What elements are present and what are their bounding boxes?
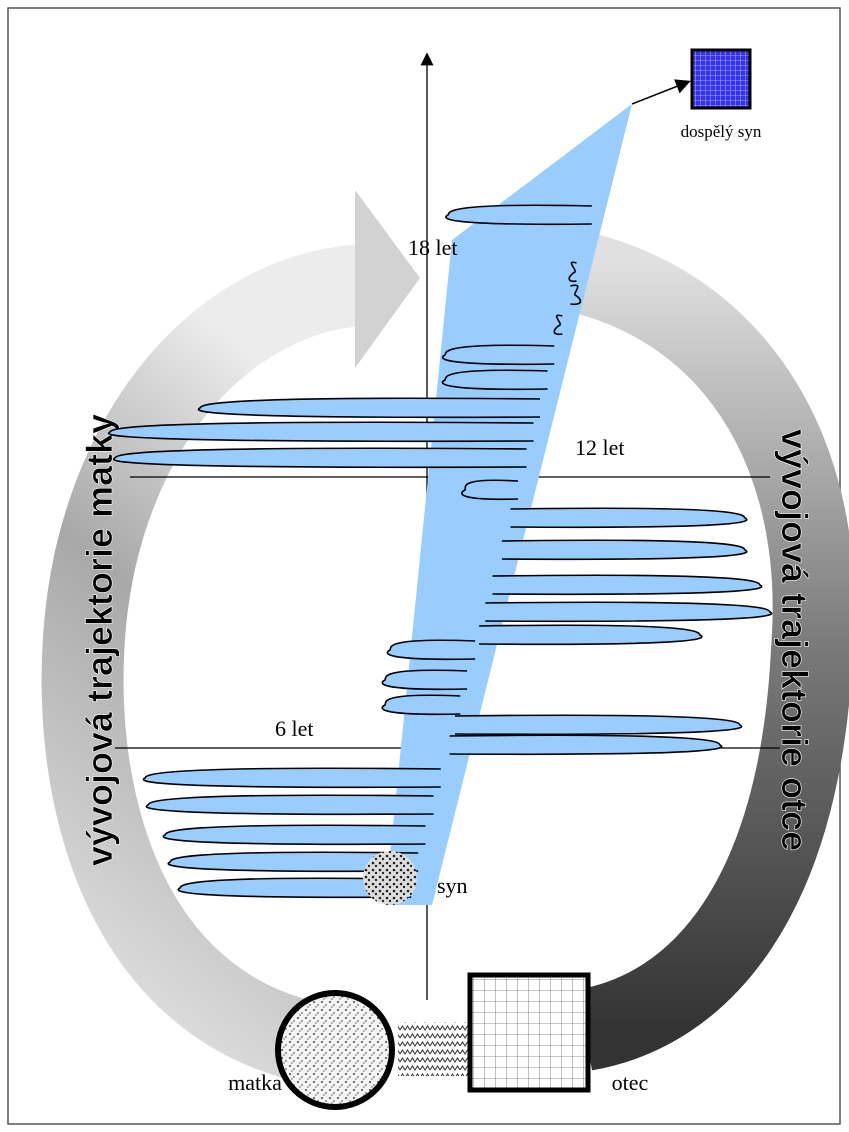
father-arrow	[476, 220, 849, 1071]
trajectory-lobe	[445, 204, 592, 226]
trajectory-lobe	[177, 877, 412, 899]
trajectory-lobe	[570, 284, 582, 306]
trajectory-lobe	[485, 601, 773, 623]
trajectory-lobe	[386, 639, 476, 661]
trajectory-lobe	[479, 624, 703, 646]
bond	[398, 1022, 474, 1076]
trajectory-lobe	[107, 421, 534, 443]
son-label: syn	[437, 873, 468, 898]
trajectory-lobe	[454, 714, 743, 736]
trajectory-lobe	[145, 794, 434, 816]
trajectory-lobe	[162, 824, 426, 846]
trajectory-lobe	[501, 539, 748, 561]
adult-son-icon	[690, 48, 752, 110]
trajectory-lobe	[381, 694, 461, 716]
trajectory-lobe	[381, 669, 468, 691]
trajectory-lobe	[112, 447, 527, 469]
trajectory-lobe	[568, 261, 577, 283]
age-label: 12 let	[575, 435, 625, 460]
age-label: 18 let	[408, 235, 458, 260]
arrow	[631, 79, 691, 105]
trajectory-lobe	[142, 767, 441, 789]
mother-icon	[275, 990, 395, 1110]
trajectory-lobe	[553, 314, 563, 336]
trajectory-lobe	[441, 344, 555, 366]
trajectory-lobe	[510, 507, 748, 529]
trajectory-lobe	[492, 574, 763, 596]
mother-label: matka	[228, 1070, 282, 1095]
trajectory-lobe	[197, 397, 541, 419]
son-trajectory	[107, 104, 773, 905]
trajectory-lobe	[449, 734, 723, 756]
father-trajectory-label: vývojová trajektorie otce	[774, 429, 815, 851]
adult-son-label: dospělý syn	[681, 122, 762, 141]
mother-trajectory-label: vývojová trajektorie matky	[79, 414, 120, 866]
son-icon	[363, 851, 417, 905]
age-label: 6 let	[275, 716, 314, 741]
father-icon	[467, 972, 591, 1093]
father-label: otec	[612, 1070, 649, 1095]
trajectory-lobe	[441, 369, 548, 391]
mother-arrow	[41, 244, 366, 1080]
mother-arrowhead	[355, 190, 420, 368]
trajectory-lobe	[167, 851, 419, 873]
trajectory-lobe	[461, 479, 519, 501]
